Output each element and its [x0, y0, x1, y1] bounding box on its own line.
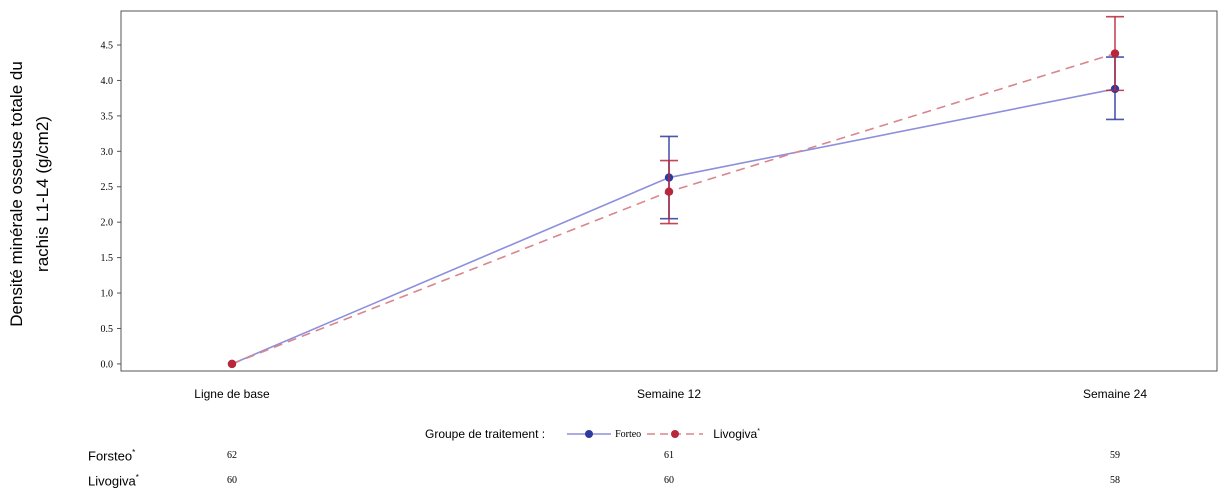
data-point [664, 187, 674, 196]
series-line-1 [231, 88, 1116, 365]
y-tick-label: 4.0 [101, 76, 114, 87]
count-row-2-mark: * [135, 473, 139, 482]
count-row-2-label: Livogiva* [88, 473, 139, 488]
count-cell: 58 [1110, 475, 1120, 486]
legend: Groupe de traitement : Forteo Livogiva* [425, 425, 760, 443]
y-axis: 0.0 0.5 1.0 1.5 2.0 2.5 3.0 3.5 4.0 4.5 [101, 41, 121, 370]
legend-series-1-label: Forteo [615, 428, 642, 440]
legend-series-2-label: Livogiva* [713, 427, 760, 441]
count-row-1-mark: * [132, 448, 136, 457]
count-row-1-label: Forsteo* [88, 448, 135, 463]
y-tick-label: 1.5 [101, 253, 114, 264]
x-axis: Ligne de base Semaine 12 Semaine 24 [194, 387, 1147, 401]
count-row-1-name: Forsteo [88, 448, 133, 464]
series-layer [227, 15, 1124, 369]
legend-swatch-series-2 [647, 430, 704, 438]
count-row-1: Forsteo* 62 61 59 [0, 448, 1220, 468]
y-axis-label: Densité minérale osseuse totale du rachi… [7, 61, 52, 327]
y-axis-label-line2: rachis L1-L4 (g/cm2) [33, 116, 52, 272]
chart: Densité minérale osseuse totale du rachi… [7, 10, 1218, 401]
legend-series-2-name: Livogiva [713, 427, 758, 441]
series-markers [227, 15, 1124, 369]
y-axis-label-line1: Densité minérale osseuse totale du [7, 61, 26, 327]
y-tick-label: 2.0 [101, 218, 114, 229]
data-point [227, 359, 237, 369]
count-row-2: Livogiva* 60 60 58 [0, 473, 1220, 493]
y-tick-label: 0.5 [101, 324, 114, 335]
y-tick-label: 0.0 [101, 359, 114, 370]
y-tick-label: 3.5 [101, 111, 114, 122]
count-cell: 60 [227, 475, 237, 486]
legend-swatch-series-1 [567, 430, 612, 438]
x-tick-label: Ligne de base [194, 387, 270, 401]
count-row-2-name: Livogiva [88, 473, 136, 489]
y-tick-label: 1.0 [101, 289, 114, 300]
plot-frame [120, 10, 1218, 372]
count-cell: 62 [227, 450, 237, 461]
count-cell: 59 [1110, 450, 1120, 461]
legend-series-2-mark: * [757, 428, 760, 435]
x-tick-label: Semaine 24 [1083, 387, 1147, 401]
x-tick-label: Semaine 12 [637, 387, 701, 401]
count-cell: 61 [664, 450, 674, 461]
y-tick-label: 2.5 [101, 182, 114, 193]
legend-title: Groupe de traitement : [425, 427, 546, 441]
data-point [1110, 49, 1120, 58]
y-tick-label: 4.5 [101, 41, 114, 52]
series-line-2 [231, 52, 1116, 365]
y-tick-label: 3.0 [101, 147, 114, 158]
count-cell: 60 [664, 475, 674, 486]
series-lines [231, 52, 1116, 365]
